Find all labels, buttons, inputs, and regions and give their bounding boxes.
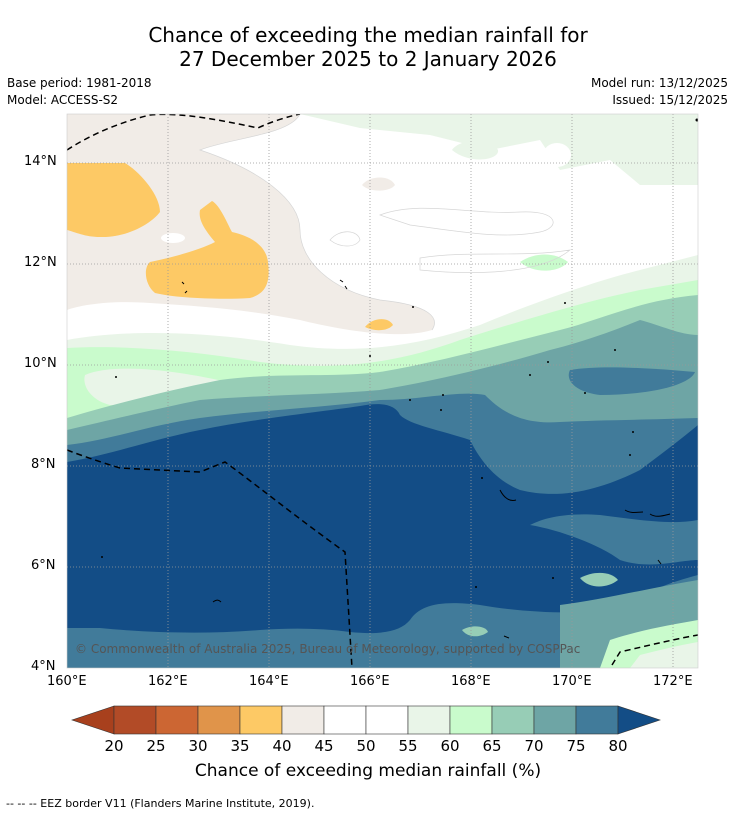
contour-35-40-small — [365, 319, 393, 331]
colorbar-tick-label: 40 — [272, 737, 291, 755]
colorbar-segment — [365, 705, 409, 735]
model-label: Model: ACCESS-S2 — [7, 93, 119, 107]
lon-tick-label: 166°E — [350, 674, 390, 689]
contour-line — [378, 207, 554, 236]
colorbar-tick-label: 70 — [524, 737, 543, 755]
grid-lines — [67, 114, 698, 668]
colorbar-low-extend — [71, 705, 115, 735]
colorbar-tick-label: 80 — [608, 737, 627, 755]
colorbar-segment — [449, 705, 493, 735]
lon-tick-label: 172°E — [653, 674, 693, 689]
base-period-label: Base period: 1981-2018 — [7, 76, 152, 90]
contour-65-70-patch2 — [462, 626, 488, 637]
contour-line — [329, 231, 361, 247]
lon-tick-label: 160°E — [47, 674, 87, 689]
model-run-label: Model run: 13/12/2025 — [590, 76, 728, 90]
colorbar-tick-label: 30 — [188, 737, 207, 755]
contour-hole — [161, 233, 185, 243]
colorbar-tick-label: 55 — [398, 737, 417, 755]
contour-55-60-south — [630, 642, 698, 668]
contour-line — [198, 114, 435, 331]
colorbar-tick-label: 45 — [314, 737, 333, 755]
lat-tick-label: 12°N — [24, 255, 57, 270]
issued-label: Issued: 15/12/2025 — [612, 93, 728, 107]
colorbar-segment — [113, 705, 157, 735]
colorbar-segment — [407, 705, 451, 735]
colorbar-tick-label: 50 — [356, 737, 375, 755]
colorbar-tick-label: 25 — [146, 737, 165, 755]
atoll-outlines — [181, 279, 671, 639]
contour-35-40-west — [67, 163, 160, 238]
lat-tick-label: 14°N — [24, 154, 57, 169]
chart-title-line1: Chance of exceeding the median rainfall … — [148, 23, 588, 47]
contour-55-60-top — [300, 114, 698, 185]
lat-tick-label: 10°N — [24, 356, 57, 371]
colorbar-label: Chance of exceeding median rainfall (%) — [194, 761, 542, 781]
colorbar-segment — [491, 705, 535, 735]
colorbar-segment — [533, 705, 577, 735]
copyright-text: © Commonwealth of Australia 2025, Bureau… — [75, 642, 580, 656]
colorbar-segment — [155, 705, 199, 735]
colorbar-segment — [239, 705, 283, 735]
lon-tick-label: 164°E — [249, 674, 289, 689]
lat-tick-label: 8°N — [31, 457, 56, 472]
colorbar-tick-label: 65 — [482, 737, 501, 755]
lon-tick-label: 170°E — [552, 674, 592, 689]
colorbar-segment — [281, 705, 325, 735]
contour-55-60-small — [452, 141, 499, 160]
contour-75-80-east — [568, 367, 695, 395]
chart-title-line2: 27 December 2025 to 2 January 2026 — [179, 47, 557, 71]
contour-hole — [625, 237, 643, 243]
lon-tick-label: 168°E — [451, 674, 491, 689]
colorbar-tick-label: 75 — [566, 737, 585, 755]
contour-line — [419, 249, 572, 273]
lon-tick-label: 162°E — [148, 674, 188, 689]
map-fill-layers — [67, 114, 698, 668]
map-frame — [66, 113, 699, 669]
lat-tick-label: 4°N — [31, 659, 56, 674]
eez-footnote: -- -- -- EEZ border V11 (Flanders Marine… — [6, 797, 315, 810]
lat-tick-label: 6°N — [31, 558, 56, 573]
colorbar-high-extend — [617, 705, 661, 735]
colorbar-tick-label: 20 — [104, 737, 123, 755]
contour-hole — [543, 143, 571, 167]
contour-35-40-central — [145, 201, 269, 299]
colorbar-segment — [575, 705, 619, 735]
colorbar-tick-label: 35 — [230, 737, 249, 755]
colorbar-segment — [323, 705, 367, 735]
contour-65-70-patch — [580, 572, 618, 587]
eez-border — [67, 114, 698, 668]
atoll-dots — [101, 118, 698, 588]
colorbar-segment — [197, 705, 241, 735]
colorbar-tick-label: 60 — [440, 737, 459, 755]
colorbar: 20 25 30 35 40 45 50 55 60 65 70 75 80 — [71, 705, 661, 755]
